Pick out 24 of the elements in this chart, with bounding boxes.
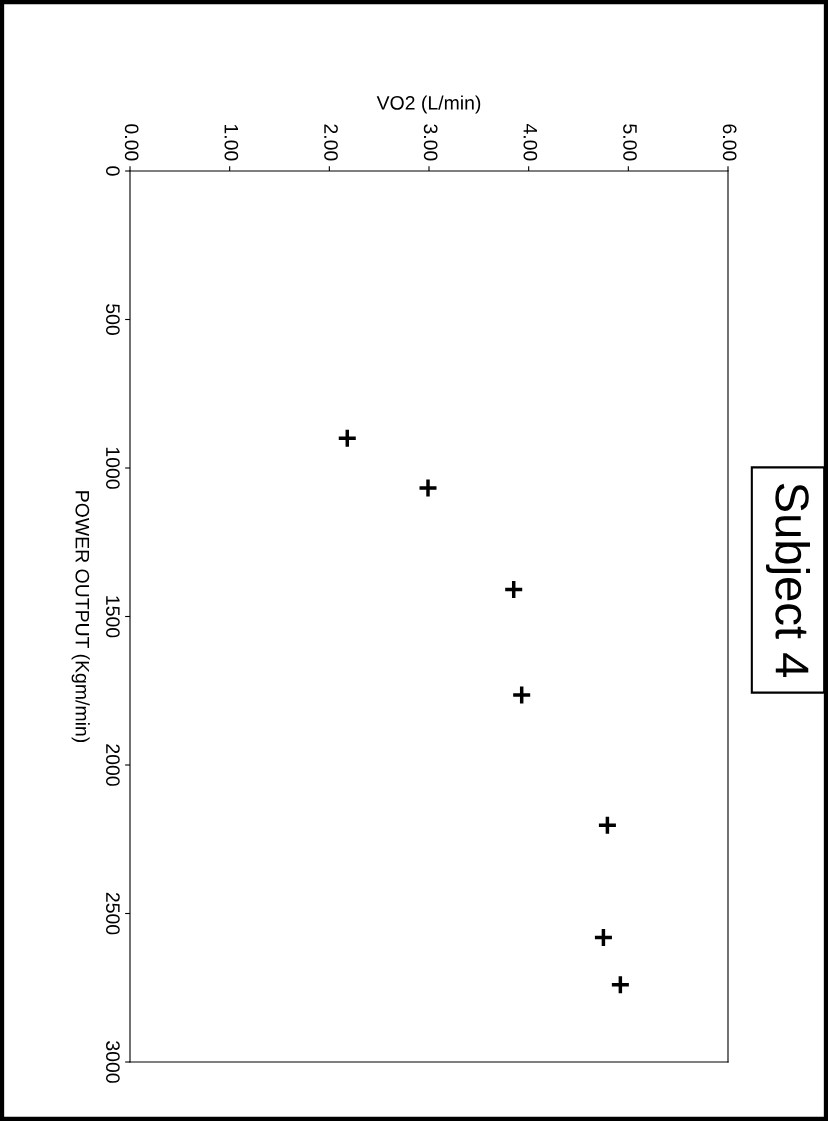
point <box>597 815 618 836</box>
y-tick-label: 3000 <box>106 1041 120 1083</box>
y-tick-label: 0 <box>106 166 120 176</box>
y-tick-label: 1500 <box>106 596 120 638</box>
x-tick-label: 2.00 <box>324 124 338 161</box>
text: Subject 4 <box>765 483 811 678</box>
y-tick-label: 2500 <box>106 892 120 935</box>
point <box>417 477 439 499</box>
point <box>610 974 631 996</box>
point <box>337 428 358 449</box>
x-tick-label: 1.00 <box>224 124 239 161</box>
y-tick-label: 2000 <box>106 744 120 786</box>
point <box>593 927 614 948</box>
x-tick-label: 0.00 <box>124 124 139 161</box>
x-tick-label: 5.00 <box>623 124 637 161</box>
x-tick-label: 3.00 <box>423 124 438 161</box>
y-axis-title: POWER OUTPUT (Kgm/min) <box>71 491 90 743</box>
x-axis-title: VO2 (L/min) <box>376 95 481 114</box>
x-tick-label: 4.00 <box>523 123 538 161</box>
y-tick-label: 500 <box>106 304 120 335</box>
point <box>503 579 524 600</box>
x-tick-label: 6.00 <box>722 124 737 161</box>
y-tick-label: 1000 <box>106 447 120 489</box>
point <box>511 684 532 706</box>
